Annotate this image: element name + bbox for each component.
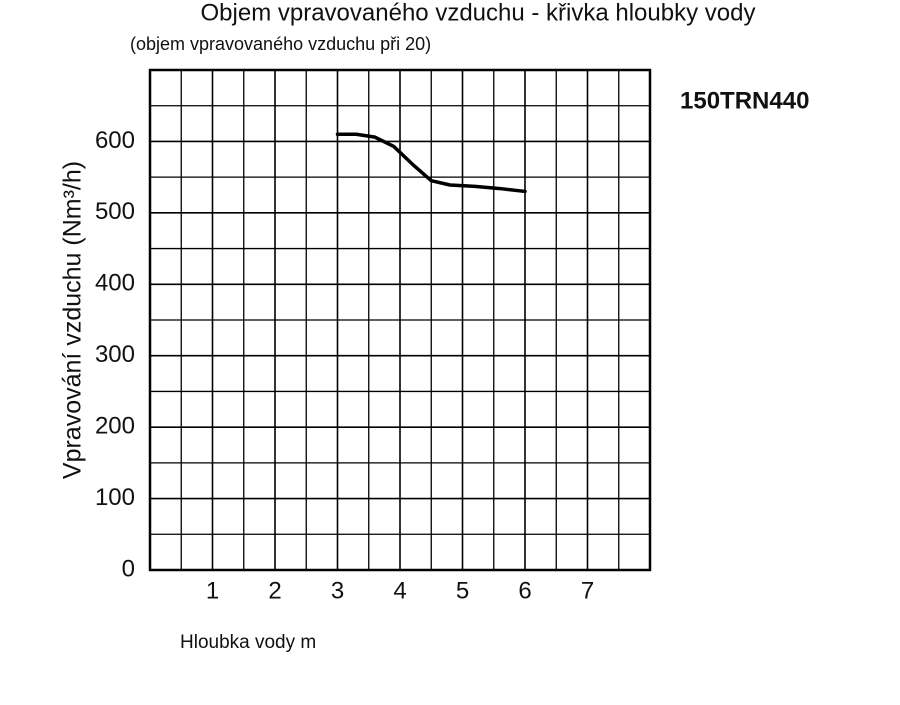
chart-subtitle: (objem vpravovaného vzduchu při 20)	[130, 34, 431, 54]
x-tick-label: 3	[331, 577, 344, 604]
y-tick-label: 400	[95, 270, 135, 297]
y-tick-label: 600	[95, 127, 135, 154]
y-tick-label: 100	[95, 484, 135, 511]
chart-title: Objem vpravovaného vzduchu - křivka hlou…	[201, 0, 756, 26]
data-line	[335, 132, 527, 194]
x-tick-label: 1	[206, 577, 219, 604]
plot-frame	[148, 68, 652, 572]
x-axis-label: Hloubka vody m	[180, 632, 316, 653]
x-tick-label: 4	[393, 577, 406, 604]
x-tick-label: 6	[518, 577, 531, 604]
x-tick-label: 7	[581, 577, 594, 604]
y-tick-label: 200	[95, 412, 135, 439]
y-tick-label: 500	[95, 198, 135, 225]
model-label: 150TRN440	[680, 87, 809, 114]
x-tick-label: 2	[268, 577, 281, 604]
y-tick-label: 300	[95, 341, 135, 368]
y-tick-label: 0	[122, 555, 135, 582]
y-axis-label: Vpravování vzduchu (Nm³/h)	[59, 161, 87, 479]
x-tick-label: 5	[456, 577, 469, 604]
